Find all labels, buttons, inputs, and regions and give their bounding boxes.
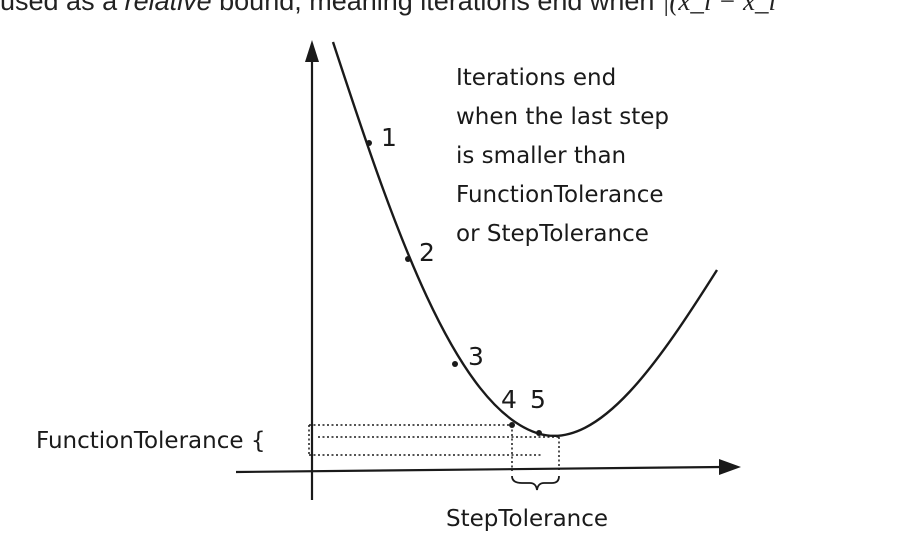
annotation-line-4: FunctionTolerance [456, 182, 664, 208]
x-axis-arrowhead [719, 459, 741, 475]
function-curve [331, 41, 719, 437]
sentence-math-fragment: |(x_i − x_i [661, 0, 777, 16]
point-label-1: 1 [381, 123, 397, 152]
annotation-line-2: when the last step [456, 104, 669, 130]
point-label-5: 5 [530, 385, 546, 414]
sentence-part-2: bound, meaning iterations end when [211, 0, 662, 16]
y-axis-arrowhead [305, 40, 319, 62]
iteration-point-2 [405, 256, 411, 262]
function-tolerance-label: FunctionTolerance { [36, 428, 265, 454]
annotation-line-1: Iterations end [456, 65, 616, 91]
cut-off-sentence: used as a relative bound, meaning iterat… [0, 0, 776, 15]
sentence-part-1: used as a [0, 0, 125, 16]
annotation-line-3: is smaller than [456, 143, 626, 169]
x-axis [235, 465, 723, 474]
step-tolerance-label: StepTolerance [446, 506, 608, 532]
iteration-point-3 [452, 361, 458, 367]
sentence-italic-word: relative [124, 0, 212, 16]
iteration-point-5 [536, 430, 542, 436]
iteration-point-1 [366, 140, 372, 146]
step-tolerance-brace [511, 475, 560, 491]
point-label-4: 4 [501, 385, 517, 414]
annotation-line-5: or StepTolerance [456, 221, 649, 247]
point-label-3: 3 [468, 342, 484, 371]
point-label-2: 2 [419, 238, 435, 267]
